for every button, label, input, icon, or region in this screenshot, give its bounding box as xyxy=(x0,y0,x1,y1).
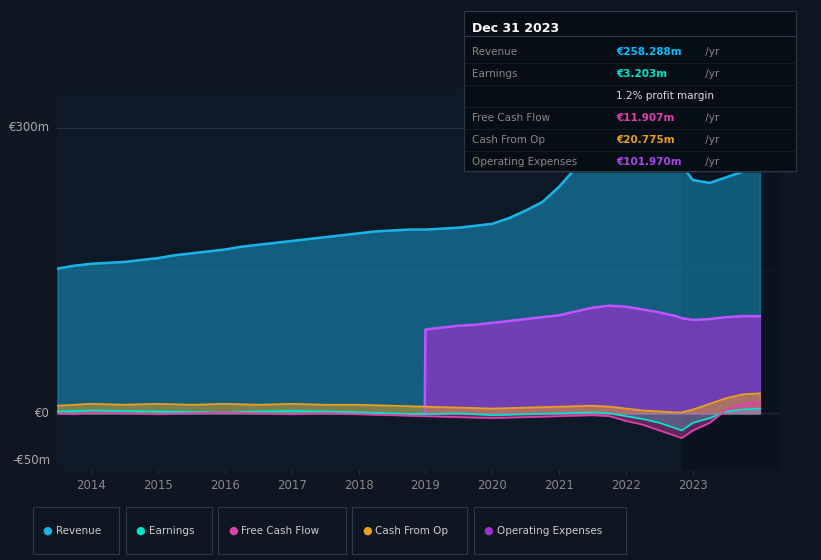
Text: /yr: /yr xyxy=(702,134,719,144)
Text: Cash From Op: Cash From Op xyxy=(472,134,545,144)
Text: ●: ● xyxy=(135,526,145,535)
Text: ●: ● xyxy=(228,526,238,535)
Text: /yr: /yr xyxy=(702,113,719,123)
Text: €3.203m: €3.203m xyxy=(616,69,667,79)
Text: Earnings: Earnings xyxy=(472,69,517,79)
Text: Revenue: Revenue xyxy=(472,47,517,57)
Text: €101.970m: €101.970m xyxy=(616,156,681,166)
Text: Operating Expenses: Operating Expenses xyxy=(472,156,577,166)
Text: /yr: /yr xyxy=(702,156,719,166)
Text: €20.775m: €20.775m xyxy=(616,134,674,144)
Text: /yr: /yr xyxy=(702,69,719,79)
Text: €258.288m: €258.288m xyxy=(616,47,681,57)
Text: Dec 31 2023: Dec 31 2023 xyxy=(472,21,559,35)
Bar xyxy=(681,90,780,470)
Text: ●: ● xyxy=(362,526,372,535)
Text: Operating Expenses: Operating Expenses xyxy=(497,526,602,535)
Text: €11.907m: €11.907m xyxy=(616,113,674,123)
Text: -€50m: -€50m xyxy=(12,454,50,468)
Text: /yr: /yr xyxy=(702,47,719,57)
Text: Free Cash Flow: Free Cash Flow xyxy=(472,113,550,123)
Text: Cash From Op: Cash From Op xyxy=(375,526,448,535)
Text: ●: ● xyxy=(484,526,493,535)
Text: 1.2% profit margin: 1.2% profit margin xyxy=(616,91,713,101)
Text: Earnings: Earnings xyxy=(149,526,194,535)
Text: €300m: €300m xyxy=(9,121,50,134)
Text: Revenue: Revenue xyxy=(56,526,101,535)
Text: Free Cash Flow: Free Cash Flow xyxy=(241,526,319,535)
Text: €0: €0 xyxy=(35,407,50,420)
Text: ●: ● xyxy=(43,526,53,535)
